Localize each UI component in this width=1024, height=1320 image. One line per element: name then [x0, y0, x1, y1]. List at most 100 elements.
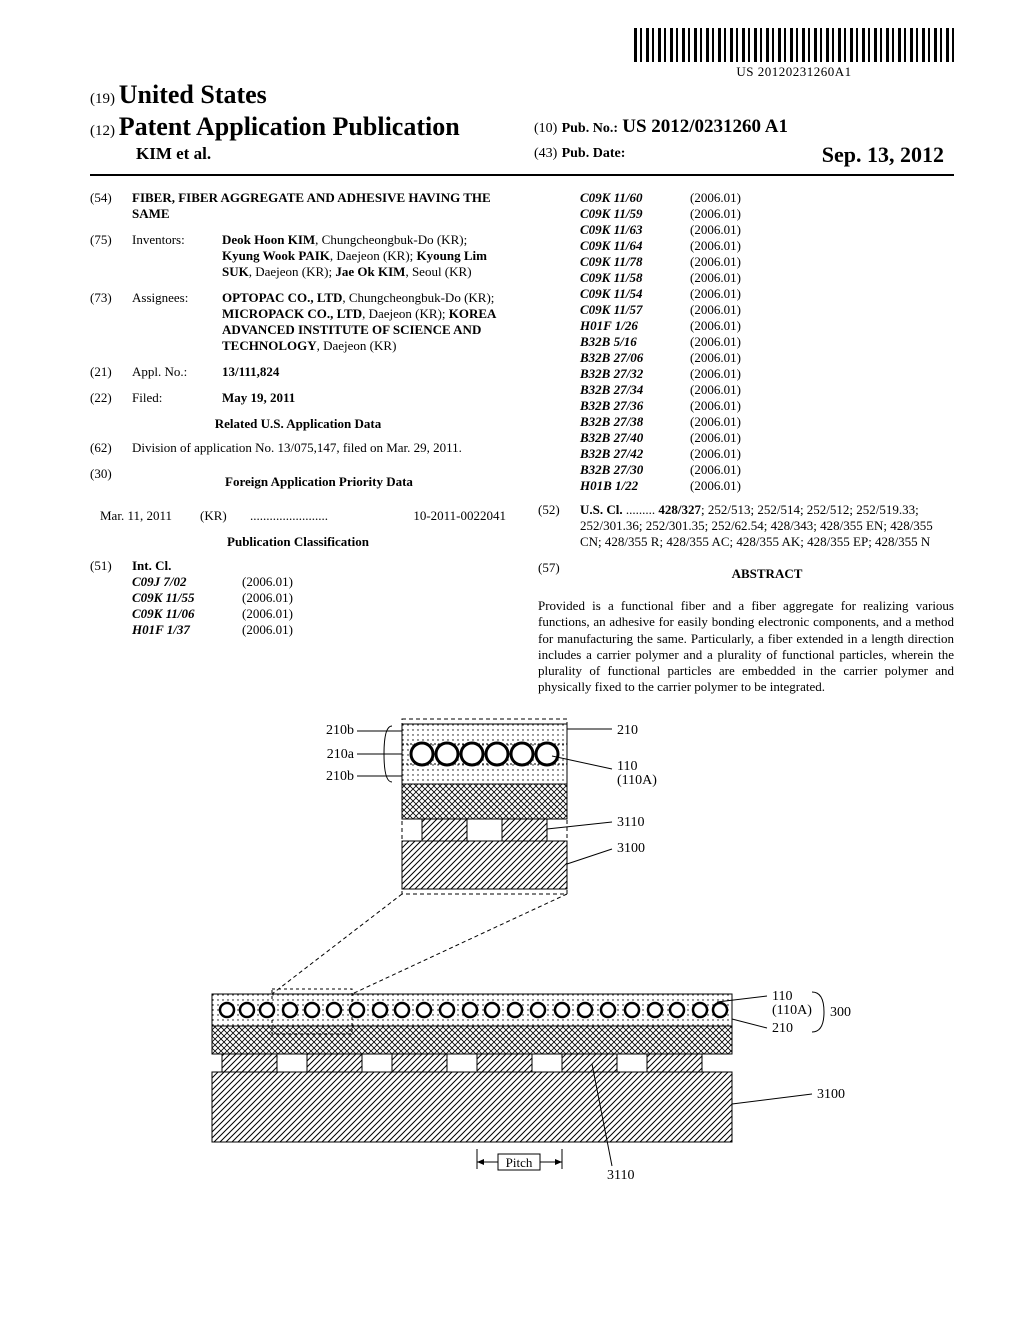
- ipc-code: B32B 5/16: [580, 334, 690, 350]
- division-code: (62): [90, 440, 132, 456]
- ipc-year: (2006.01): [690, 254, 800, 270]
- uscl-label: U.S. Cl.: [580, 502, 623, 517]
- uscl-code: (52): [538, 502, 580, 550]
- barcode-graphic: [634, 28, 954, 62]
- ipc-code: C09K 11/55: [132, 590, 242, 606]
- ipc-year: (2006.01): [690, 446, 800, 462]
- label-210a: 210a: [327, 747, 355, 762]
- label-3110-b: 3110: [607, 1168, 634, 1183]
- assignees-label: Assignees:: [132, 290, 222, 354]
- pubno-code: (10): [534, 121, 557, 136]
- ipc-year: (2006.01): [690, 350, 800, 366]
- ipc-code: C09K 11/58: [580, 270, 690, 286]
- ipc-year: (2006.01): [690, 430, 800, 446]
- right-column: C09K 11/60(2006.01) C09K 11/59(2006.01) …: [538, 190, 954, 696]
- pubdate-code: (43): [534, 146, 557, 161]
- appl-code: (21): [90, 364, 132, 380]
- ipc-code: C09K 11/64: [580, 238, 690, 254]
- barcode-block: US 20120231260A1: [634, 28, 954, 80]
- intcl-label: Int. Cl.: [132, 558, 506, 574]
- label-210-b: 210: [772, 1021, 793, 1036]
- patent-figure-svg: 210b 210a 210b 210 110 (110A) 3110 3100: [162, 714, 882, 1184]
- ipc-year: (2006.01): [690, 462, 800, 478]
- label-110-b: 110: [772, 989, 792, 1004]
- title-code: (54): [90, 190, 132, 222]
- ipc-year: (2006.01): [690, 222, 800, 238]
- foreign-dots: ........................: [250, 508, 413, 524]
- header-code-12: (12): [90, 123, 115, 139]
- foreign-code: (30): [90, 466, 132, 498]
- ipc-year: (2006.01): [242, 606, 352, 622]
- ipc-year: (2006.01): [690, 318, 800, 334]
- label-3110: 3110: [617, 815, 644, 830]
- inventors-value: Deok Hoon KIM, Chungcheongbuk-Do (KR); K…: [222, 232, 506, 280]
- label-3100: 3100: [617, 841, 645, 856]
- uscl-value: U.S. Cl. ......... 428/327; 252/513; 252…: [580, 502, 954, 550]
- left-column: (54) FIBER, FIBER AGGREGATE AND ADHESIVE…: [90, 190, 506, 696]
- label-3100-b: 3100: [817, 1087, 845, 1102]
- foreign-num: 10-2011-0022041: [413, 508, 506, 524]
- ipc-code: C09K 11/63: [580, 222, 690, 238]
- ipc-code: C09K 11/57: [580, 302, 690, 318]
- label-pitch: Pitch: [506, 1155, 533, 1170]
- barcode-number: US 20120231260A1: [634, 64, 954, 80]
- ipc-code: B32B 27/30: [580, 462, 690, 478]
- label-110: 110: [617, 759, 637, 774]
- bottom-view: 110 (110A) 210 300 3100 Pitch 3110: [212, 989, 851, 1183]
- label-210b: 210b: [326, 723, 354, 738]
- doc-kind: Patent Application Publication: [119, 112, 460, 141]
- ipc-year: (2006.01): [242, 574, 352, 590]
- label-110A-b: (110A): [772, 1003, 812, 1018]
- ipc-year: (2006.01): [690, 366, 800, 382]
- foreign-head: Foreign Application Priority Data: [132, 474, 506, 490]
- assignees-value: OPTOPAC CO., LTD, Chungcheongbuk-Do (KR)…: [222, 290, 506, 354]
- top-detail: 210b 210a 210b 210 110 (110A) 3110 3100: [326, 719, 657, 894]
- filed-code: (22): [90, 390, 132, 406]
- ipc-year: (2006.01): [690, 302, 800, 318]
- ipc-year: (2006.01): [690, 238, 800, 254]
- appl-value: 13/111,824: [222, 364, 506, 380]
- electrodes: [222, 1054, 702, 1072]
- ipc-code: B32B 27/32: [580, 366, 690, 382]
- ipc-code: B32B 27/42: [580, 446, 690, 462]
- ipc-code: C09K 11/60: [580, 190, 690, 206]
- header-code-19: (19): [90, 91, 115, 107]
- filed-label: Filed:: [132, 390, 222, 406]
- intcl-code: (51): [90, 558, 132, 638]
- uscl-dots: .........: [626, 502, 655, 517]
- ipc-year: (2006.01): [690, 382, 800, 398]
- label-110A: (110A): [617, 773, 657, 788]
- particles-row: [220, 1003, 727, 1017]
- ipc-code: H01F 1/26: [580, 318, 690, 334]
- ipc-year: (2006.01): [690, 398, 800, 414]
- ipc-code: C09K 11/59: [580, 206, 690, 222]
- inventors-label: Inventors:: [132, 232, 222, 280]
- figure: 210b 210a 210b 210 110 (110A) 3110 3100: [90, 714, 954, 1184]
- abstract-body: Provided is a functional fiber and a fib…: [538, 598, 954, 696]
- body-columns: (54) FIBER, FIBER AGGREGATE AND ADHESIVE…: [90, 190, 954, 696]
- ipc-code: B32B 27/34: [580, 382, 690, 398]
- abstract-head: ABSTRACT: [580, 566, 954, 582]
- ipc-year: (2006.01): [690, 414, 800, 430]
- abstract-code: (57): [538, 560, 580, 588]
- ipc-code: C09K 11/06: [132, 606, 242, 622]
- foreign-date: Mar. 11, 2011: [100, 508, 200, 524]
- ipc-code: B32B 27/38: [580, 414, 690, 430]
- assignees-code: (73): [90, 290, 132, 354]
- division-value: Division of application No. 13/075,147, …: [132, 440, 506, 456]
- ipc-year: (2006.01): [242, 622, 352, 638]
- foreign-country: (KR): [200, 508, 250, 524]
- ipc-code: B32B 27/36: [580, 398, 690, 414]
- inventors-code: (75): [90, 232, 132, 280]
- label-300: 300: [830, 1005, 851, 1020]
- pubclass-head: Publication Classification: [90, 534, 506, 550]
- ipc-code: B32B 27/06: [580, 350, 690, 366]
- intcl-table-right: C09K 11/60(2006.01) C09K 11/59(2006.01) …: [580, 190, 954, 494]
- pubdate-value: Sep. 13, 2012: [822, 142, 944, 168]
- filed-value: May 19, 2011: [222, 390, 506, 406]
- ipc-year: (2006.01): [242, 590, 352, 606]
- ipc-code: H01F 1/37: [132, 622, 242, 638]
- ipc-year: (2006.01): [690, 286, 800, 302]
- ipc-code: C09J 7/02: [132, 574, 242, 590]
- label-210: 210: [617, 723, 638, 738]
